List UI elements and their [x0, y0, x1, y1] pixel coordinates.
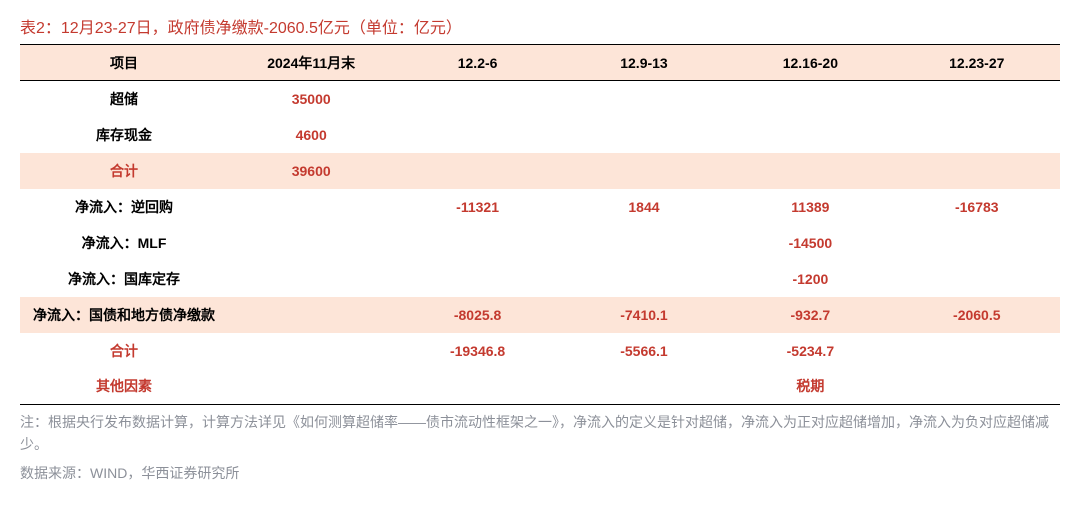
table-row: 净流入：国债和地方债净缴款 -8025.8-7410.1-932.7-2060.5: [20, 297, 1060, 333]
table-cell: -14500: [727, 225, 893, 261]
table-cell: [394, 225, 560, 261]
table-cell: [394, 261, 560, 297]
table-cell: [727, 153, 893, 189]
table-cell: [894, 225, 1060, 261]
table-cell: -5566.1: [561, 333, 727, 369]
table-cell: -8025.8: [394, 297, 560, 333]
footnote-source: 数据来源：WIND，华西证券研究所: [20, 456, 1060, 484]
table-cell: [894, 81, 1060, 117]
table-cell: -11321: [394, 189, 560, 225]
table-cell: [561, 261, 727, 297]
table-cell: 净流入：MLF: [20, 225, 228, 261]
table-cell: 合计: [20, 153, 228, 189]
table-cell: 1844: [561, 189, 727, 225]
table-cell: [394, 153, 560, 189]
table-cell: 净流入：逆回购: [20, 189, 228, 225]
table-row: 合计39600: [20, 153, 1060, 189]
table-cell: [894, 261, 1060, 297]
col-header-2: 12.2-6: [394, 45, 560, 81]
table-cell: [894, 333, 1060, 369]
table-cell: [561, 81, 727, 117]
col-header-0: 项目: [20, 45, 228, 81]
table-cell: 39600: [228, 153, 394, 189]
table-cell: [894, 369, 1060, 405]
table-cell: [394, 81, 560, 117]
table-cell: [561, 225, 727, 261]
table-row: 其他因素 税期: [20, 369, 1060, 405]
table-cell: 合计: [20, 333, 228, 369]
table-cell: 其他因素: [20, 369, 228, 405]
table-cell: -1200: [727, 261, 893, 297]
table-cell: [228, 297, 394, 333]
table-cell: [228, 261, 394, 297]
table-cell: -5234.7: [727, 333, 893, 369]
table-cell: -16783: [894, 189, 1060, 225]
table-cell: 超储: [20, 81, 228, 117]
table-cell: 35000: [228, 81, 394, 117]
table-cell: [394, 369, 560, 405]
table-title: 表2：12月23-27日，政府债净缴款-2060.5亿元（单位：亿元）: [20, 8, 1060, 44]
footnote-methodology: 注：根据央行发布数据计算，计算方法详见《如何测算超储率——债市流动性框架之一》，…: [20, 405, 1060, 456]
table-cell: [561, 153, 727, 189]
table-cell: 11389: [727, 189, 893, 225]
table-header-row: 项目 2024年11月末 12.2-6 12.9-13 12.16-20 12.…: [20, 45, 1060, 81]
table-cell: 净流入：国库定存: [20, 261, 228, 297]
table-cell: [228, 333, 394, 369]
table-cell: -2060.5: [894, 297, 1060, 333]
table-row: 净流入：国库定存 -1200: [20, 261, 1060, 297]
table-row: 超储35000: [20, 81, 1060, 117]
table-cell: 净流入：国债和地方债净缴款: [20, 297, 228, 333]
table-row: 净流入：逆回购 -11321184411389-16783: [20, 189, 1060, 225]
table-row: 合计 -19346.8-5566.1-5234.7: [20, 333, 1060, 369]
table-cell: [894, 117, 1060, 153]
table-cell: 库存现金: [20, 117, 228, 153]
col-header-4: 12.16-20: [727, 45, 893, 81]
table-cell: [727, 117, 893, 153]
table-cell: [727, 81, 893, 117]
table-row: 净流入：MLF -14500: [20, 225, 1060, 261]
table-cell: [228, 189, 394, 225]
table-cell: [228, 225, 394, 261]
table-cell: [561, 117, 727, 153]
table-cell: [894, 153, 1060, 189]
table-row: 库存现金4600: [20, 117, 1060, 153]
col-header-1: 2024年11月末: [228, 45, 394, 81]
table-cell: -19346.8: [394, 333, 560, 369]
table-cell: [394, 117, 560, 153]
col-header-5: 12.23-27: [894, 45, 1060, 81]
liquidity-table: 项目 2024年11月末 12.2-6 12.9-13 12.16-20 12.…: [20, 44, 1060, 405]
table-cell: -7410.1: [561, 297, 727, 333]
table-cell: -932.7: [727, 297, 893, 333]
table-cell: [561, 369, 727, 405]
table-cell: 4600: [228, 117, 394, 153]
table-cell: 税期: [727, 369, 893, 405]
table-cell: [228, 369, 394, 405]
col-header-3: 12.9-13: [561, 45, 727, 81]
